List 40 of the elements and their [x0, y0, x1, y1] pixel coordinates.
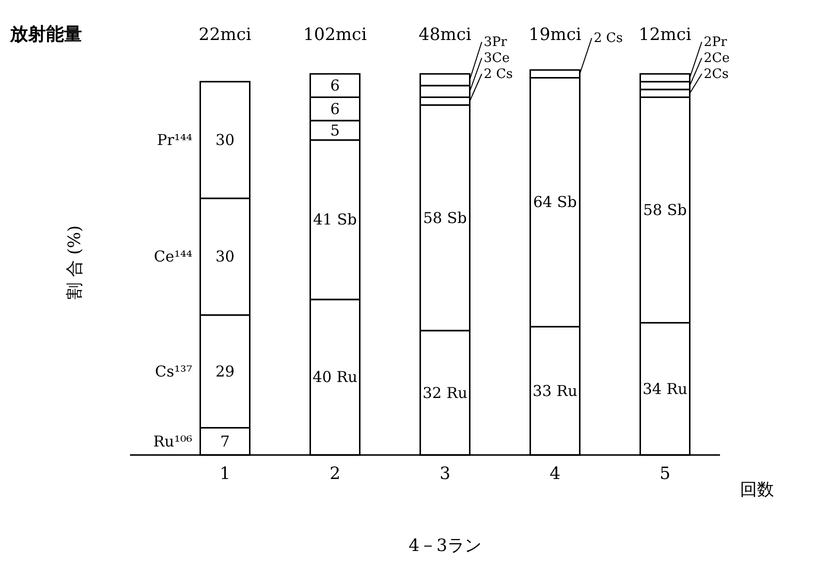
- data-label: 58 Sb: [643, 201, 687, 219]
- text: 放射能量: [9, 24, 82, 44]
- data-label: 30: [215, 131, 235, 149]
- data-label: 2Cs: [704, 66, 729, 82]
- data-label: 32 Ru: [422, 384, 468, 402]
- data-label: 34 Ru: [642, 380, 688, 398]
- text: 12mci: [638, 25, 692, 45]
- data-label: 58 Sb: [423, 208, 467, 227]
- text: 48mci: [418, 25, 472, 45]
- data-label: 33 Ru: [532, 382, 578, 400]
- x-axis-title: 回数: [740, 480, 774, 499]
- series-label: Cs¹³⁷: [155, 362, 192, 380]
- x-tick-label: 2: [330, 464, 340, 484]
- x-tick-label: 3: [440, 464, 450, 484]
- text: 102mci: [303, 25, 368, 45]
- text: 4－3ラン: [408, 536, 482, 556]
- data-label: 2Pr: [704, 34, 728, 50]
- data-label: 5: [330, 121, 340, 140]
- data-label: 30: [215, 248, 235, 266]
- data-label: 3Pr: [484, 34, 508, 50]
- x-tick-label: 4: [550, 464, 560, 484]
- y-axis-title: 割 合 (%): [65, 225, 85, 300]
- data-label: 7: [220, 432, 230, 450]
- data-label: 2 Cs: [484, 66, 513, 82]
- data-label: 2Ce: [704, 50, 730, 66]
- x-tick-label: 5: [660, 464, 670, 484]
- data-label: 41 Sb: [313, 210, 357, 229]
- series-label: Pr¹⁴⁴: [156, 131, 192, 149]
- data-label: 2 Cs: [594, 31, 623, 46]
- x-tick-label: 1: [220, 464, 230, 484]
- series-label: Ru¹⁰⁶: [153, 432, 192, 450]
- data-label: 6: [330, 100, 340, 118]
- data-label: 6: [330, 76, 340, 95]
- text: 22mci: [198, 25, 252, 45]
- data-label: 29: [215, 362, 235, 380]
- data-label: 3Ce: [484, 50, 510, 66]
- data-label: 64 Sb: [533, 193, 577, 212]
- data-label: 40 Ru: [312, 368, 358, 386]
- text: 19mci: [528, 25, 582, 45]
- series-label: Ce¹⁴⁴: [154, 248, 192, 266]
